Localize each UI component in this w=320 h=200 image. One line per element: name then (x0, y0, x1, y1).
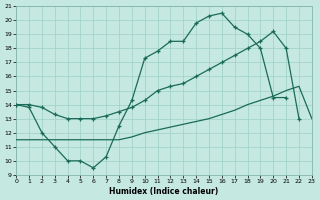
X-axis label: Humidex (Indice chaleur): Humidex (Indice chaleur) (109, 187, 219, 196)
